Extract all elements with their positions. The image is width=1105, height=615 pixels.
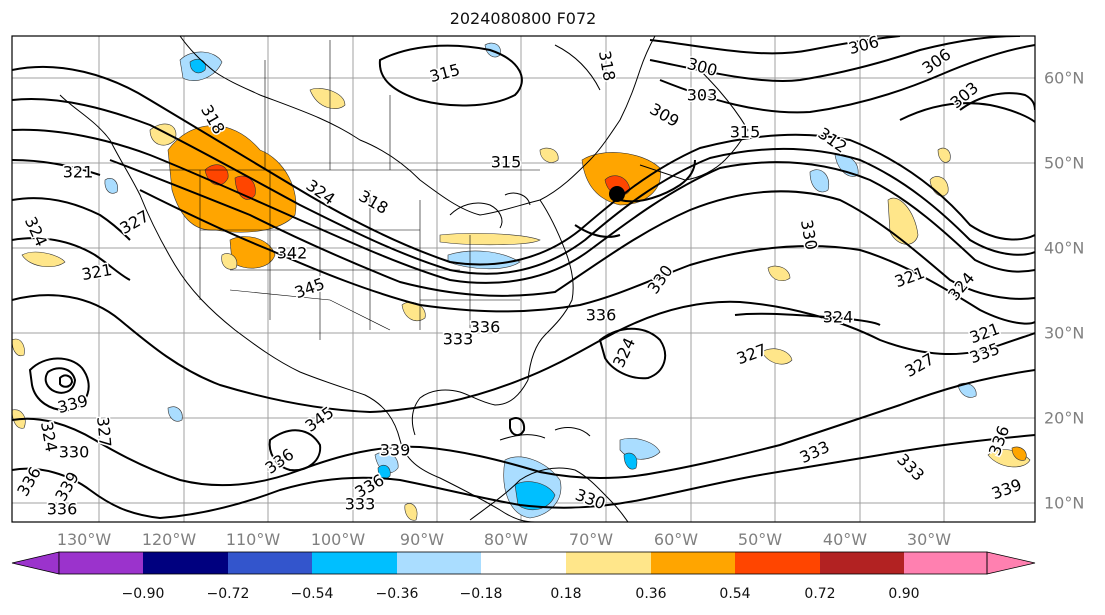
positive-area-north-atlantic-3 xyxy=(937,147,951,163)
positive-area-subtropics xyxy=(761,348,793,365)
colorbar-segment xyxy=(312,552,397,574)
longitude-label: 40°W xyxy=(822,530,868,549)
colorbar-segment xyxy=(397,552,481,574)
colorbar-label: −0.72 xyxy=(206,586,250,602)
colorbar-label: 0.18 xyxy=(550,586,582,602)
colorbar-label: 0.54 xyxy=(719,586,751,602)
colorbar-label: −0.54 xyxy=(290,586,334,602)
colorbar-label: −0.36 xyxy=(375,586,419,602)
positive-area-pacific xyxy=(21,251,66,268)
low-center xyxy=(609,186,625,202)
negative-area-atlantic xyxy=(809,169,830,193)
colorbar xyxy=(11,551,1036,575)
colorbar-label: 0.72 xyxy=(804,586,836,602)
contour-label: 315 xyxy=(730,123,761,142)
colorbar-right-extension xyxy=(986,551,1036,575)
longitude-label: 80°W xyxy=(483,530,529,549)
colorbar-outline xyxy=(58,551,988,575)
longitude-label: 100°W xyxy=(310,530,366,549)
negative-area-pacific xyxy=(167,406,183,422)
colorbar-segment xyxy=(143,552,228,574)
contour-label: 315 xyxy=(491,153,522,172)
negative-area-alaska-core xyxy=(189,58,206,74)
positive-area-north-atlantic xyxy=(887,197,919,245)
positive-area-southwest-edge xyxy=(221,253,238,270)
longitude-label: 130°W xyxy=(56,530,112,549)
colorbar-segment xyxy=(481,552,566,574)
contour-label: 342 xyxy=(277,244,308,263)
contour-label: 324 xyxy=(823,308,854,327)
map-title: 2024080800 F072 xyxy=(449,9,597,28)
positive-area-mexico-pacific xyxy=(404,503,418,521)
positive-area-hudson xyxy=(309,88,346,109)
contour-label: 339 xyxy=(380,441,411,460)
colorbar-left-extension xyxy=(11,551,60,575)
longitude-label: 30°W xyxy=(906,530,952,549)
contour-label: 303 xyxy=(687,86,718,105)
contour-label: 336 xyxy=(470,318,501,337)
contour-label: 333 xyxy=(443,330,474,349)
contour-label: 336 xyxy=(47,500,78,519)
strong-positive-east-atlantic xyxy=(1011,446,1027,461)
coastlines xyxy=(59,36,749,522)
map-frame xyxy=(11,35,1036,523)
longitude-label: 90°W xyxy=(399,530,445,549)
colorbar-segment xyxy=(820,552,904,574)
longitude-label: 70°W xyxy=(568,530,614,549)
colorbar-segment xyxy=(228,552,312,574)
positive-area-southwest xyxy=(229,236,276,269)
height-contours xyxy=(12,36,1035,520)
latitude-label: 10°N xyxy=(1044,493,1085,513)
latitude-label: 30°N xyxy=(1044,323,1085,343)
contour-label: 321 xyxy=(63,163,94,182)
negative-area-caribbean-core xyxy=(623,452,638,470)
colorbar-label: −0.18 xyxy=(459,586,503,602)
latitude-label: 60°N xyxy=(1044,68,1085,88)
colorbar-segment xyxy=(59,552,143,574)
negative-area-mexico-core xyxy=(377,464,391,480)
contour-label: 333 xyxy=(345,495,376,514)
colorbar-label: 0.36 xyxy=(635,586,667,602)
positive-area-bermuda xyxy=(767,265,791,281)
colorbar-segment xyxy=(651,552,735,574)
latitude-label: 40°N xyxy=(1044,238,1085,258)
strong-negative-central-america xyxy=(514,481,556,511)
contour-label: 330 xyxy=(59,443,90,462)
longitude-label: 50°W xyxy=(737,530,783,549)
negative-area-bc xyxy=(104,178,118,194)
colorbar-segment xyxy=(904,552,987,574)
contour-label: 336 xyxy=(586,306,617,325)
positive-area-westcoast xyxy=(12,338,25,357)
longitude-label: 60°W xyxy=(653,530,699,549)
latitude-label: 50°N xyxy=(1044,153,1085,173)
colorbar-label: −0.90 xyxy=(121,586,165,602)
longitude-label: 110°W xyxy=(225,530,281,549)
latitude-label: 20°N xyxy=(1044,408,1085,428)
contour-label: 327 xyxy=(93,416,115,448)
colorbar-segment xyxy=(566,552,651,574)
colorbar-label: 0.90 xyxy=(888,586,920,602)
contour-label: 318 xyxy=(595,49,619,82)
positive-area-greatlakes xyxy=(439,233,541,246)
colorbar-segment xyxy=(735,552,820,574)
positive-area-labrador xyxy=(539,147,559,163)
longitude-label: 120°W xyxy=(141,530,197,549)
